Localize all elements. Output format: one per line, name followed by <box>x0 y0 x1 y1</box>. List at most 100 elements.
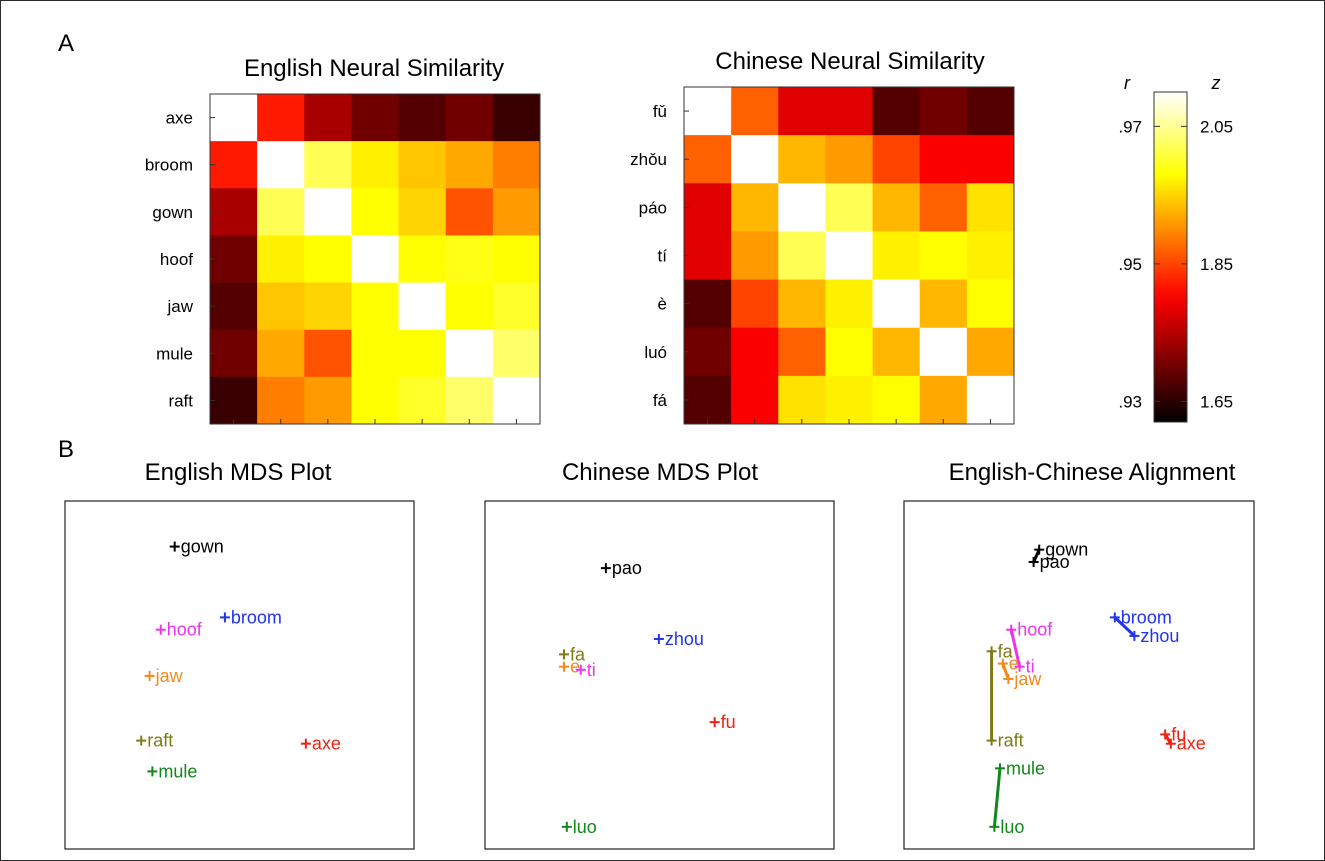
chinese-heatmap-cell-5-6 <box>966 327 1015 377</box>
colorbar-z-tick-label: 1.85 <box>1200 255 1233 274</box>
english-heatmap-cell-5-1 <box>257 329 305 378</box>
english-heatmap-cell-4-1 <box>257 282 305 331</box>
chinese-heatmap-cell-4-0 <box>684 279 732 329</box>
english-heatmap-cell-3-5 <box>445 235 494 283</box>
english-heatmap-cell-2-3 <box>351 188 399 236</box>
chinese-heatmap-cell-6-2 <box>778 375 826 425</box>
english-heatmap-cell-2-4 <box>398 188 447 236</box>
english-heatmap-cell-2-6 <box>492 188 541 236</box>
english-similarity-heatmap: axe broom gown hoof jaw mule raft <box>145 93 541 425</box>
english-heatmap-row-label: mule <box>156 344 193 363</box>
chinese-similarity-heatmap: fǔ zhǒu páo tí è luó fá <box>630 86 1015 425</box>
colorbar-r-header: r <box>1124 73 1131 93</box>
chinese-heatmap-cell-2-2 <box>778 183 826 232</box>
alignment-point-label-axe: axe <box>1177 734 1206 754</box>
alignment-point-label-zhou: zhou <box>1140 626 1179 646</box>
english-heatmap-cell-6-4 <box>398 376 447 425</box>
chinese-heatmap-cell-1-0 <box>684 135 732 184</box>
english-mds-point-label-broom: broom <box>231 607 282 627</box>
chinese-heatmap-cell-4-2 <box>778 279 826 329</box>
chinese-heatmap-cell-1-3 <box>825 135 873 184</box>
english-heatmap-cell-2-5 <box>445 188 494 236</box>
chinese-heatmap-cell-2-3 <box>825 183 873 232</box>
english-heatmap-cell-0-5 <box>445 94 494 142</box>
chinese-heatmap-cell-3-0 <box>684 231 732 280</box>
english-heatmap-cell-0-2 <box>304 94 352 142</box>
chinese-heatmap-cell-0-3 <box>825 87 873 136</box>
chinese-mds-point-label-fa: fa <box>570 644 586 664</box>
chinese-heatmap-row-label: luó <box>644 343 667 362</box>
chinese-heatmap-row-label: tí <box>658 247 668 266</box>
chinese-heatmap-cell-2-1 <box>731 183 779 232</box>
chinese-heatmap-row-label: páo <box>639 198 667 217</box>
english-heatmap-cell-3-0 <box>210 235 258 283</box>
alignment-point-label-ti: ti <box>1026 657 1035 677</box>
colorbar-z-tick-label: 2.05 <box>1200 117 1233 136</box>
english-heatmap-row-label: hoof <box>160 250 193 269</box>
english-heatmap-cell-5-5 <box>445 329 494 378</box>
chinese-heatmap-cell-5-5 <box>919 327 968 377</box>
english-heatmap-cell-6-3 <box>351 376 399 425</box>
chinese-mds-point-label-luo: luo <box>573 817 597 837</box>
english-heatmap-row-label: broom <box>145 156 193 175</box>
english-heatmap-cell-2-1 <box>257 188 305 236</box>
english-heatmap-cell-4-2 <box>304 282 352 331</box>
chinese-heatmap-cell-1-1 <box>731 135 779 184</box>
english-heatmap-cell-6-6 <box>492 376 541 425</box>
english-heatmap-cell-1-3 <box>351 141 399 189</box>
english-heatmap-cell-5-6 <box>492 329 541 378</box>
alignment-point-label-hoof: hoof <box>1017 620 1053 640</box>
english-heatmap-cell-5-3 <box>351 329 399 378</box>
english-heatmap-cell-6-2 <box>304 376 352 425</box>
english-heatmap-cell-4-0 <box>210 282 258 331</box>
alignment-point-label-e: e <box>1009 654 1019 674</box>
chinese-heatmap-cell-2-4 <box>872 183 921 232</box>
chinese-heatmap-cell-1-2 <box>778 135 826 184</box>
chinese-heatmap-cell-5-1 <box>731 327 779 377</box>
chinese-mds-point-label-ti: ti <box>587 660 596 680</box>
english-heatmap-cell-3-4 <box>398 235 447 283</box>
english-heatmap-cell-1-6 <box>492 141 541 189</box>
english-mds-point-label-mule: mule <box>158 761 197 781</box>
english-heatmap-cell-3-2 <box>304 235 352 283</box>
chinese-similarity-title: Chinese Neural Similarity <box>715 48 984 75</box>
chinese-heatmap-cell-1-6 <box>966 135 1015 184</box>
english-mds-frame <box>64 500 415 850</box>
alignment-point-label-luo: luo <box>1000 817 1024 837</box>
chinese-heatmap-cell-1-4 <box>872 135 921 184</box>
english-heatmap-cell-5-0 <box>210 329 258 378</box>
alignment-frame <box>903 500 1255 850</box>
chinese-heatmap-cell-5-4 <box>872 327 921 377</box>
chinese-heatmap-row-label: fǔ <box>653 102 667 121</box>
chinese-heatmap-cell-3-2 <box>778 231 826 280</box>
chinese-heatmap-cell-6-6 <box>966 375 1015 425</box>
chinese-heatmap-cell-4-4 <box>872 279 921 329</box>
alignment-title: English-Chinese Alignment <box>949 459 1236 486</box>
chinese-heatmap-cell-0-4 <box>872 87 921 136</box>
chinese-heatmap-cell-6-3 <box>825 375 873 425</box>
chinese-heatmap-cell-3-4 <box>872 231 921 280</box>
colorbar-r-tick-label: .97 <box>1118 117 1142 136</box>
chinese-heatmap-cell-2-6 <box>966 183 1015 232</box>
chinese-heatmap-cell-6-4 <box>872 375 921 425</box>
chinese-heatmap-cell-0-0 <box>684 87 732 136</box>
english-heatmap-cell-0-4 <box>398 94 447 142</box>
english-heatmap-cell-0-3 <box>351 94 399 142</box>
chinese-mds-plot: pao zhou fae ti fu luo <box>484 500 835 850</box>
colorbar-r-tick-label: .95 <box>1118 255 1142 274</box>
chinese-heatmap-row-label: fá <box>653 391 668 410</box>
english-heatmap-cell-6-1 <box>257 376 305 425</box>
alignment-link-hoof-ti <box>1009 628 1022 669</box>
chinese-heatmap-cell-3-1 <box>731 231 779 280</box>
chinese-heatmap-cell-0-6 <box>966 87 1015 136</box>
alignment-point-label-pao: pao <box>1040 552 1070 572</box>
chinese-heatmap-cell-0-2 <box>778 87 826 136</box>
english-heatmap-cell-3-1 <box>257 235 305 283</box>
english-heatmap-cell-0-6 <box>492 94 541 142</box>
english-mds-plot: gown broom hoof jaw raft axe mule <box>64 500 415 850</box>
chinese-mds-point-label-pao: pao <box>612 558 642 578</box>
chinese-mds-point-label-e: e <box>570 657 580 677</box>
chinese-heatmap-cell-4-1 <box>731 279 779 329</box>
english-similarity-title: English Neural Similarity <box>244 55 504 82</box>
